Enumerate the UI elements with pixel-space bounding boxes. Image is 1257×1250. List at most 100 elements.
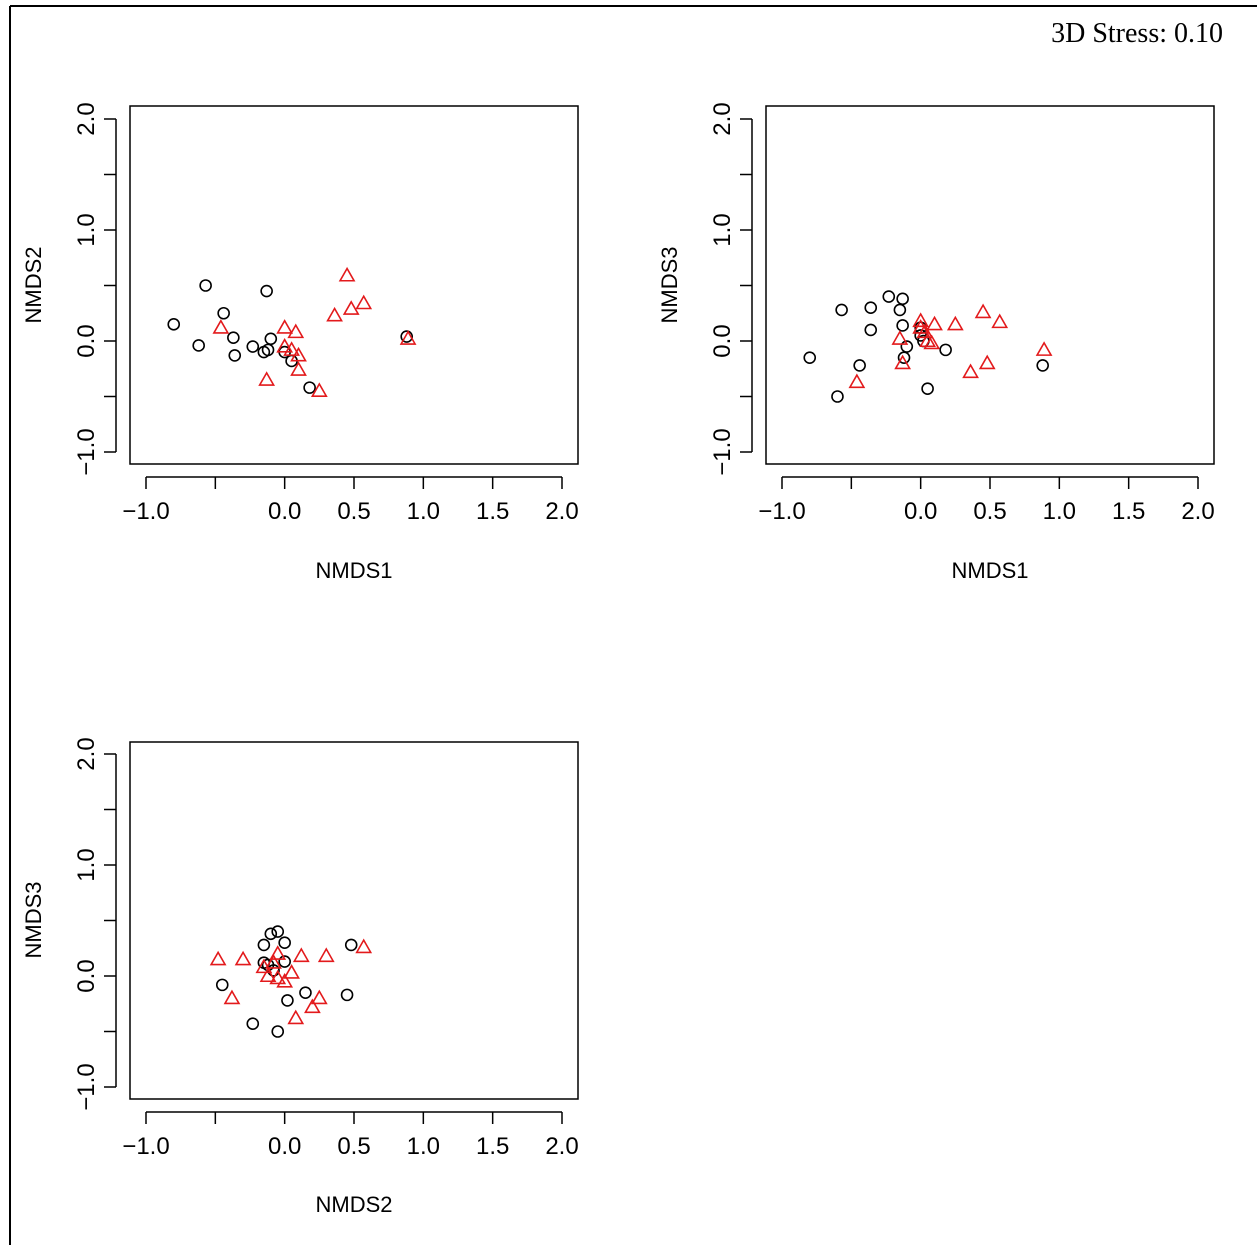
point-triangle xyxy=(912,312,930,328)
scatter-panel-3: −1.0 0.0 0.5 1.0 1.5 2.0 −1.0 0.0 1.0 2.0 NMDS2 NMD… xyxy=(21,737,579,1217)
point-triangle xyxy=(283,964,300,979)
plots-group: −1.0 0.0 0.5 1.0 1.5 2.0 −1.0 0.0 1.0 2.0 NMDS1 NMD… xyxy=(21,102,1215,1217)
point-circle xyxy=(264,927,278,941)
point-triangle xyxy=(974,303,992,319)
point-triangle xyxy=(209,950,227,966)
point-triangle xyxy=(212,319,230,334)
point-circle xyxy=(257,938,271,952)
x-tick-label: 0.5 xyxy=(337,1133,370,1160)
point-triangle xyxy=(923,334,941,350)
x-tick-label: 2.0 xyxy=(545,1133,578,1160)
y-tick-label: 2.0 xyxy=(73,102,100,135)
point-circle xyxy=(893,303,907,317)
point-triangle xyxy=(342,300,360,315)
point-triangle xyxy=(269,969,287,985)
point-circle xyxy=(803,351,817,364)
y-tick-label: 2.0 xyxy=(73,737,100,770)
point-triangle xyxy=(326,306,343,322)
x-axis-label: NMDS2 xyxy=(315,1192,392,1217)
point-triangle xyxy=(276,972,294,988)
x-tick-label: 1.5 xyxy=(476,1133,509,1160)
x-tick-label: −1.0 xyxy=(122,498,169,525)
plot-box xyxy=(765,105,1215,465)
point-triangle xyxy=(269,945,287,960)
y-axis-label: NMDS3 xyxy=(657,246,682,323)
point-triangle xyxy=(1035,341,1053,356)
y-tick-label: 0.0 xyxy=(73,959,100,992)
point-triangle xyxy=(287,323,305,339)
x-tick-label: 2.0 xyxy=(545,498,578,525)
point-circle xyxy=(217,306,230,320)
point-circle xyxy=(246,340,260,353)
point-triangle xyxy=(258,371,276,386)
point-circle xyxy=(340,988,354,1002)
point-triangle xyxy=(962,363,979,379)
x-tick-label: 0.0 xyxy=(268,1133,301,1160)
point-circle xyxy=(271,1025,285,1038)
point-triangle xyxy=(926,315,943,331)
point-circle xyxy=(400,330,413,343)
y-tick-label: 2.0 xyxy=(709,102,736,135)
point-triangle xyxy=(276,337,294,353)
point-triangle xyxy=(919,332,936,348)
point-circle xyxy=(228,349,242,362)
point-triangle xyxy=(292,947,310,963)
point-triangle xyxy=(848,373,866,389)
y-tick-label: 1.0 xyxy=(73,848,100,881)
point-triangle xyxy=(355,938,373,954)
point-triangle xyxy=(338,266,356,282)
x-axis-label: NMDS1 xyxy=(315,558,392,583)
x-tick-label: 1.0 xyxy=(407,1133,440,1160)
point-circle xyxy=(1036,359,1049,372)
x-tick-label: 0.0 xyxy=(904,498,937,525)
point-triangle xyxy=(946,315,964,331)
x-tick-label: 1.5 xyxy=(1112,498,1145,525)
plot-box xyxy=(129,741,579,1100)
y-tick-label: −1.0 xyxy=(73,428,100,475)
x-tick-label: 0.5 xyxy=(337,498,370,525)
y-tick-label: 0.0 xyxy=(709,324,736,357)
point-circle xyxy=(192,339,205,352)
point-triangle xyxy=(283,341,300,356)
point-circle xyxy=(896,292,909,306)
x-tick-label: −1.0 xyxy=(758,498,805,525)
point-triangle xyxy=(265,954,282,969)
point-circle xyxy=(853,359,866,372)
point-triangle xyxy=(287,1009,305,1025)
x-tick-label: 2.0 xyxy=(1181,498,1214,525)
x-tick-label: 1.5 xyxy=(476,498,509,525)
point-triangle xyxy=(259,967,277,983)
point-triangle xyxy=(894,354,912,370)
point-triangle xyxy=(978,354,996,370)
point-triangle xyxy=(310,989,328,1005)
point-triangle xyxy=(234,950,252,966)
point-circle xyxy=(896,319,909,332)
point-triangle xyxy=(317,947,335,963)
y-tick-label: −1.0 xyxy=(709,428,736,475)
y-axis-label: NMDS2 xyxy=(21,246,46,323)
y-tick-label: −1.0 xyxy=(73,1063,100,1110)
point-triangle xyxy=(304,998,321,1014)
x-axis-label: NMDS1 xyxy=(951,558,1028,583)
point-triangle xyxy=(891,330,909,345)
x-tick-label: 0.0 xyxy=(268,498,301,525)
point-circle xyxy=(299,986,312,999)
y-tick-label: 0.0 xyxy=(73,324,100,357)
point-circle xyxy=(215,978,229,992)
point-triangle xyxy=(276,319,294,334)
x-tick-label: −1.0 xyxy=(122,1133,169,1160)
point-triangle xyxy=(223,989,241,1005)
point-circle xyxy=(260,284,273,298)
point-circle xyxy=(167,318,181,331)
point-circle xyxy=(921,382,934,396)
point-triangle xyxy=(290,361,307,376)
point-circle xyxy=(882,290,896,303)
point-triangle xyxy=(310,382,328,398)
y-tick-label: 1.0 xyxy=(73,213,100,246)
point-triangle xyxy=(399,330,417,345)
point-circle xyxy=(264,332,278,346)
y-tick-label: 1.0 xyxy=(709,213,736,246)
point-circle xyxy=(278,936,291,950)
